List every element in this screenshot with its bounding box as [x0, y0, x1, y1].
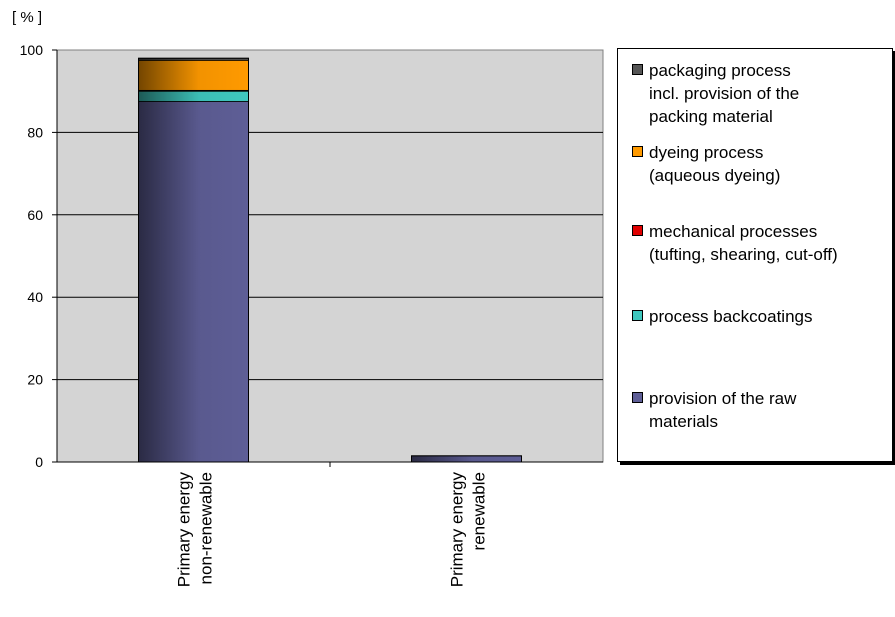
bar-segment-shading — [138, 58, 249, 61]
legend-label-raw-materials: provision of the raw materials — [649, 389, 797, 431]
legend-item-packaging: packaging process incl. provision of the… — [632, 59, 895, 128]
y-tick-label: 80 — [27, 124, 43, 140]
bar-segment-shading — [411, 455, 522, 462]
bar-outline — [138, 57, 249, 463]
legend-swatch-packaging — [632, 64, 643, 75]
legend-label-packaging: packaging process incl. provision of the… — [649, 61, 800, 126]
y-tick-label: 0 — [35, 454, 43, 470]
y-tick-label: 60 — [27, 207, 43, 223]
legend-swatch-raw-materials — [632, 392, 643, 403]
y-tick-label: 20 — [27, 372, 43, 388]
legend: packaging process incl. provision of the… — [617, 48, 893, 462]
legend-swatch-backcoatings — [632, 310, 643, 321]
x-tick-label: Primary energy non-renewable — [175, 472, 216, 588]
y-axis-unit-label: [ % ] — [12, 9, 43, 26]
legend-swatch-mechanical — [632, 225, 643, 236]
bar-segment-shading — [138, 101, 249, 462]
bar-segment-shading — [138, 60, 249, 91]
legend-swatch-dyeing — [632, 146, 643, 157]
legend-item-dyeing: dyeing process (aqueous dyeing) — [632, 141, 895, 187]
legend-label-mechanical: mechanical processes (tufting, shearing,… — [649, 222, 838, 264]
legend-item-backcoatings: process backcoatings — [632, 305, 895, 328]
x-tick-label: Primary energy renewable — [448, 472, 489, 588]
legend-label-dyeing: dyeing process (aqueous dyeing) — [649, 143, 781, 185]
legend-item-raw-materials: provision of the raw materials — [632, 387, 895, 433]
y-tick-label: 100 — [20, 42, 44, 58]
y-tick-label: 40 — [27, 289, 43, 305]
bar-segment-shading — [138, 91, 249, 102]
legend-label-backcoatings: process backcoatings — [649, 307, 813, 326]
legend-item-mechanical: mechanical processes (tufting, shearing,… — [632, 220, 895, 266]
bar-outline — [411, 455, 522, 463]
bar-segment-shading — [138, 90, 249, 92]
